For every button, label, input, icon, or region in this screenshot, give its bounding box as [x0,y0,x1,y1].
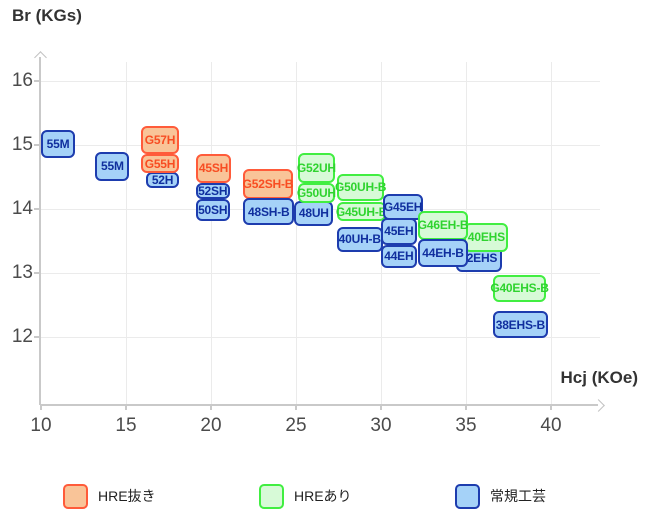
legend-swatch-hre_in [259,483,284,509]
legend-swatch-normal [455,483,480,509]
grade-box-g55h[interactable]: G55H [141,153,179,174]
gridline-y-13 [40,272,600,274]
x-tickmark-40 [550,405,552,410]
y-tick-label-12: 12 [11,326,33,347]
legend: HRE抜き HREあり 常規工芸 [0,483,645,509]
grade-box-44eh[interactable]: 44EH [381,244,417,268]
grade-box-g52sh-b[interactable]: G52SH-B [243,168,293,199]
y-axis-title: Br (KGs) [12,6,82,25]
x-tick-label-35: 35 [455,415,477,436]
x-axis-line [40,404,598,406]
grade-box-g50uh-b[interactable]: G50UH-B [335,173,386,201]
x-tick-label-30: 30 [370,415,392,436]
y-tick-label-15: 15 [11,134,33,155]
gridline-x-40 [550,62,552,405]
legend-swatch-hre_out [63,483,88,509]
x-tickmark-35 [465,405,467,410]
y-tickmark-14 [34,208,39,210]
grade-box-g57h[interactable]: G57H [141,125,179,154]
gridline-x-25 [295,62,297,405]
x-tick-label-20: 20 [200,415,222,436]
grade-box-40ehs[interactable]: 40EHS [464,223,509,252]
grade-box-55m[interactable]: 55M [95,152,130,181]
x-tickmark-10 [40,405,42,410]
x-tick-label-15: 15 [115,415,137,436]
gridline-x-15 [125,62,127,405]
grade-box-38ehs-b[interactable]: 38EHS-B [493,310,548,339]
x-tickmark-15 [125,405,127,410]
x-axis-title: Hcj (KOe) [560,368,638,387]
y-tickmark-12 [34,336,39,338]
gridline-y-15 [40,144,600,146]
x-tickmark-30 [380,405,382,410]
grade-box-50sh[interactable]: 50SH [195,198,230,222]
legend-label-normal: 常規工芸 [490,488,546,504]
y-tickmark-16 [34,80,39,82]
legend-item-hre_in[interactable]: HREあり [259,483,352,509]
x-tick-label-25: 25 [285,415,307,436]
grade-box-44eh-b[interactable]: 44EH-B [418,239,468,268]
gridline-y-16 [40,80,600,82]
grade-box-g40ehs-b[interactable]: G40EHS-B [490,274,549,302]
grade-box-48uh[interactable]: 48UH [294,200,334,227]
legend-label-hre_out: HRE抜き [98,488,156,504]
grade-box-g45uh-b[interactable]: G45UH-B [336,201,387,222]
y-axis-line [39,57,41,405]
grade-box-48sh-b[interactable]: 48SH-B [243,198,295,225]
grade-box-g46eh-b[interactable]: G46EH-B [418,210,469,240]
grade-box-g52uh[interactable]: G52UH [297,152,336,183]
x-tick-label-10: 10 [30,415,52,436]
grade-box-45eh[interactable]: 45EH [381,217,417,245]
gridline-x-20 [210,62,212,405]
grade-box-55m[interactable]: 55M [41,130,75,158]
y-tick-label-14: 14 [11,198,33,219]
grade-box-g45eh[interactable]: G45EH [382,194,424,220]
y-axis-arrow-icon [33,51,47,64]
legend-item-hre_out[interactable]: HRE抜き [63,483,156,509]
x-tick-label-40: 40 [540,415,562,436]
grade-box-52sh[interactable]: 52SH [195,182,230,199]
y-tick-label-16: 16 [11,70,33,91]
legend-label-hre_in: HREあり [294,488,352,504]
y-tickmark-15 [34,144,39,146]
gridline-y-12 [40,336,600,338]
legend-item-normal[interactable]: 常規工芸 [455,483,546,509]
x-tickmark-20 [210,405,212,410]
grade-box-45sh[interactable]: 45SH [195,153,232,183]
y-tickmark-13 [34,272,39,274]
grade-box-40uh-b[interactable]: 40UH-B [336,226,383,252]
x-axis-arrow-icon [592,398,605,412]
grade-box-g50uh[interactable]: G50UH [297,182,336,204]
y-tick-label-13: 13 [11,262,33,283]
grade-box-52h[interactable]: 52H [146,171,179,188]
x-tickmark-25 [295,405,297,410]
